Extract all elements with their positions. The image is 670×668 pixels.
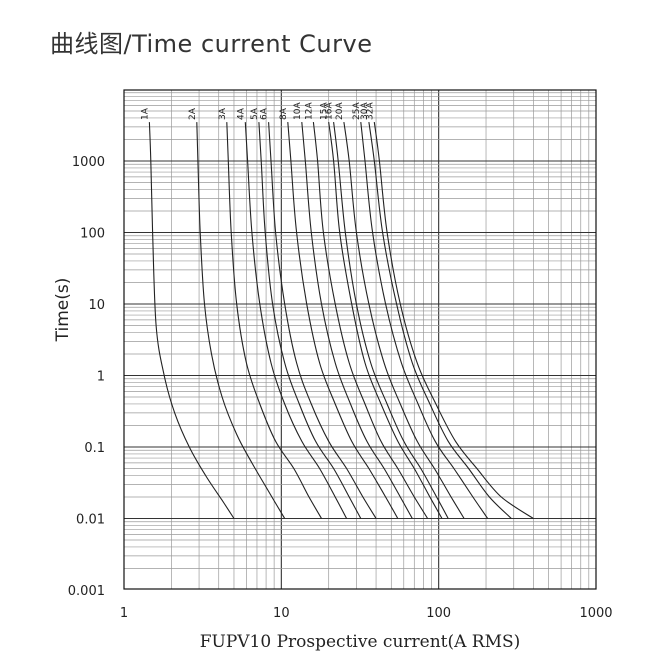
curve-3a bbox=[226, 122, 322, 519]
curve-label: 10A bbox=[293, 102, 303, 120]
curve-6a bbox=[268, 122, 377, 519]
page-title: 曲线图/Time current Curve bbox=[50, 30, 373, 58]
curve-label: 6A bbox=[260, 107, 270, 120]
curve-16a bbox=[333, 122, 449, 519]
curve-label: 2A bbox=[188, 107, 198, 120]
curve-32a bbox=[373, 122, 534, 519]
x-tick-label: 100 bbox=[426, 606, 451, 621]
curve-label: 12A bbox=[304, 102, 314, 120]
curve-25a bbox=[360, 122, 489, 519]
curve-1a bbox=[148, 122, 235, 519]
x-tick-label: 1 bbox=[120, 606, 128, 621]
curve-layer bbox=[148, 122, 534, 519]
curve-12a bbox=[312, 122, 429, 519]
curve-label: 20A bbox=[335, 102, 345, 120]
x-tick-label: 10 bbox=[273, 606, 290, 621]
curve-20a bbox=[343, 122, 465, 519]
y-axis-label: Time(s) bbox=[53, 278, 73, 343]
curve-label: 4A bbox=[236, 107, 246, 120]
plot-frame bbox=[123, 89, 597, 590]
grid-layer bbox=[124, 90, 596, 589]
curve-4a bbox=[244, 122, 348, 519]
y-tick-label: 100 bbox=[80, 227, 105, 242]
curve-label: 32A bbox=[365, 102, 375, 120]
curve-label: 5A bbox=[250, 107, 260, 120]
curve-label: 3A bbox=[218, 107, 228, 120]
curve-label: 15A bbox=[320, 102, 330, 120]
y-tick-label: 1000 bbox=[72, 155, 105, 170]
curve-label: 16A bbox=[325, 102, 335, 120]
y-tick-label: 10 bbox=[88, 298, 105, 313]
curve-10a bbox=[301, 122, 413, 519]
curve-8a bbox=[287, 122, 399, 519]
y-tick-label: 0.1 bbox=[84, 441, 105, 456]
y-tick-label: 1 bbox=[97, 370, 105, 385]
curve-15a bbox=[328, 122, 443, 519]
curve-label: 8A bbox=[279, 107, 289, 120]
curve-30a bbox=[368, 122, 512, 519]
x-axis-label: FUPV10 Prospective current(A RMS) bbox=[200, 632, 521, 652]
curve-5a bbox=[258, 122, 362, 519]
y-tick-label: 0.01 bbox=[76, 513, 105, 528]
curve-2a bbox=[196, 122, 286, 519]
tick-label-layer: 0.001 0.01 0.1 1 10 100 1000 1 10 100 1000 bbox=[68, 155, 613, 621]
x-tick-label: 1000 bbox=[579, 606, 612, 621]
y-tick-label: 0.001 bbox=[68, 584, 105, 599]
curve-label: 25A bbox=[352, 102, 362, 120]
curve-label: 30A bbox=[360, 102, 370, 120]
curve-label: 1A bbox=[140, 107, 150, 120]
